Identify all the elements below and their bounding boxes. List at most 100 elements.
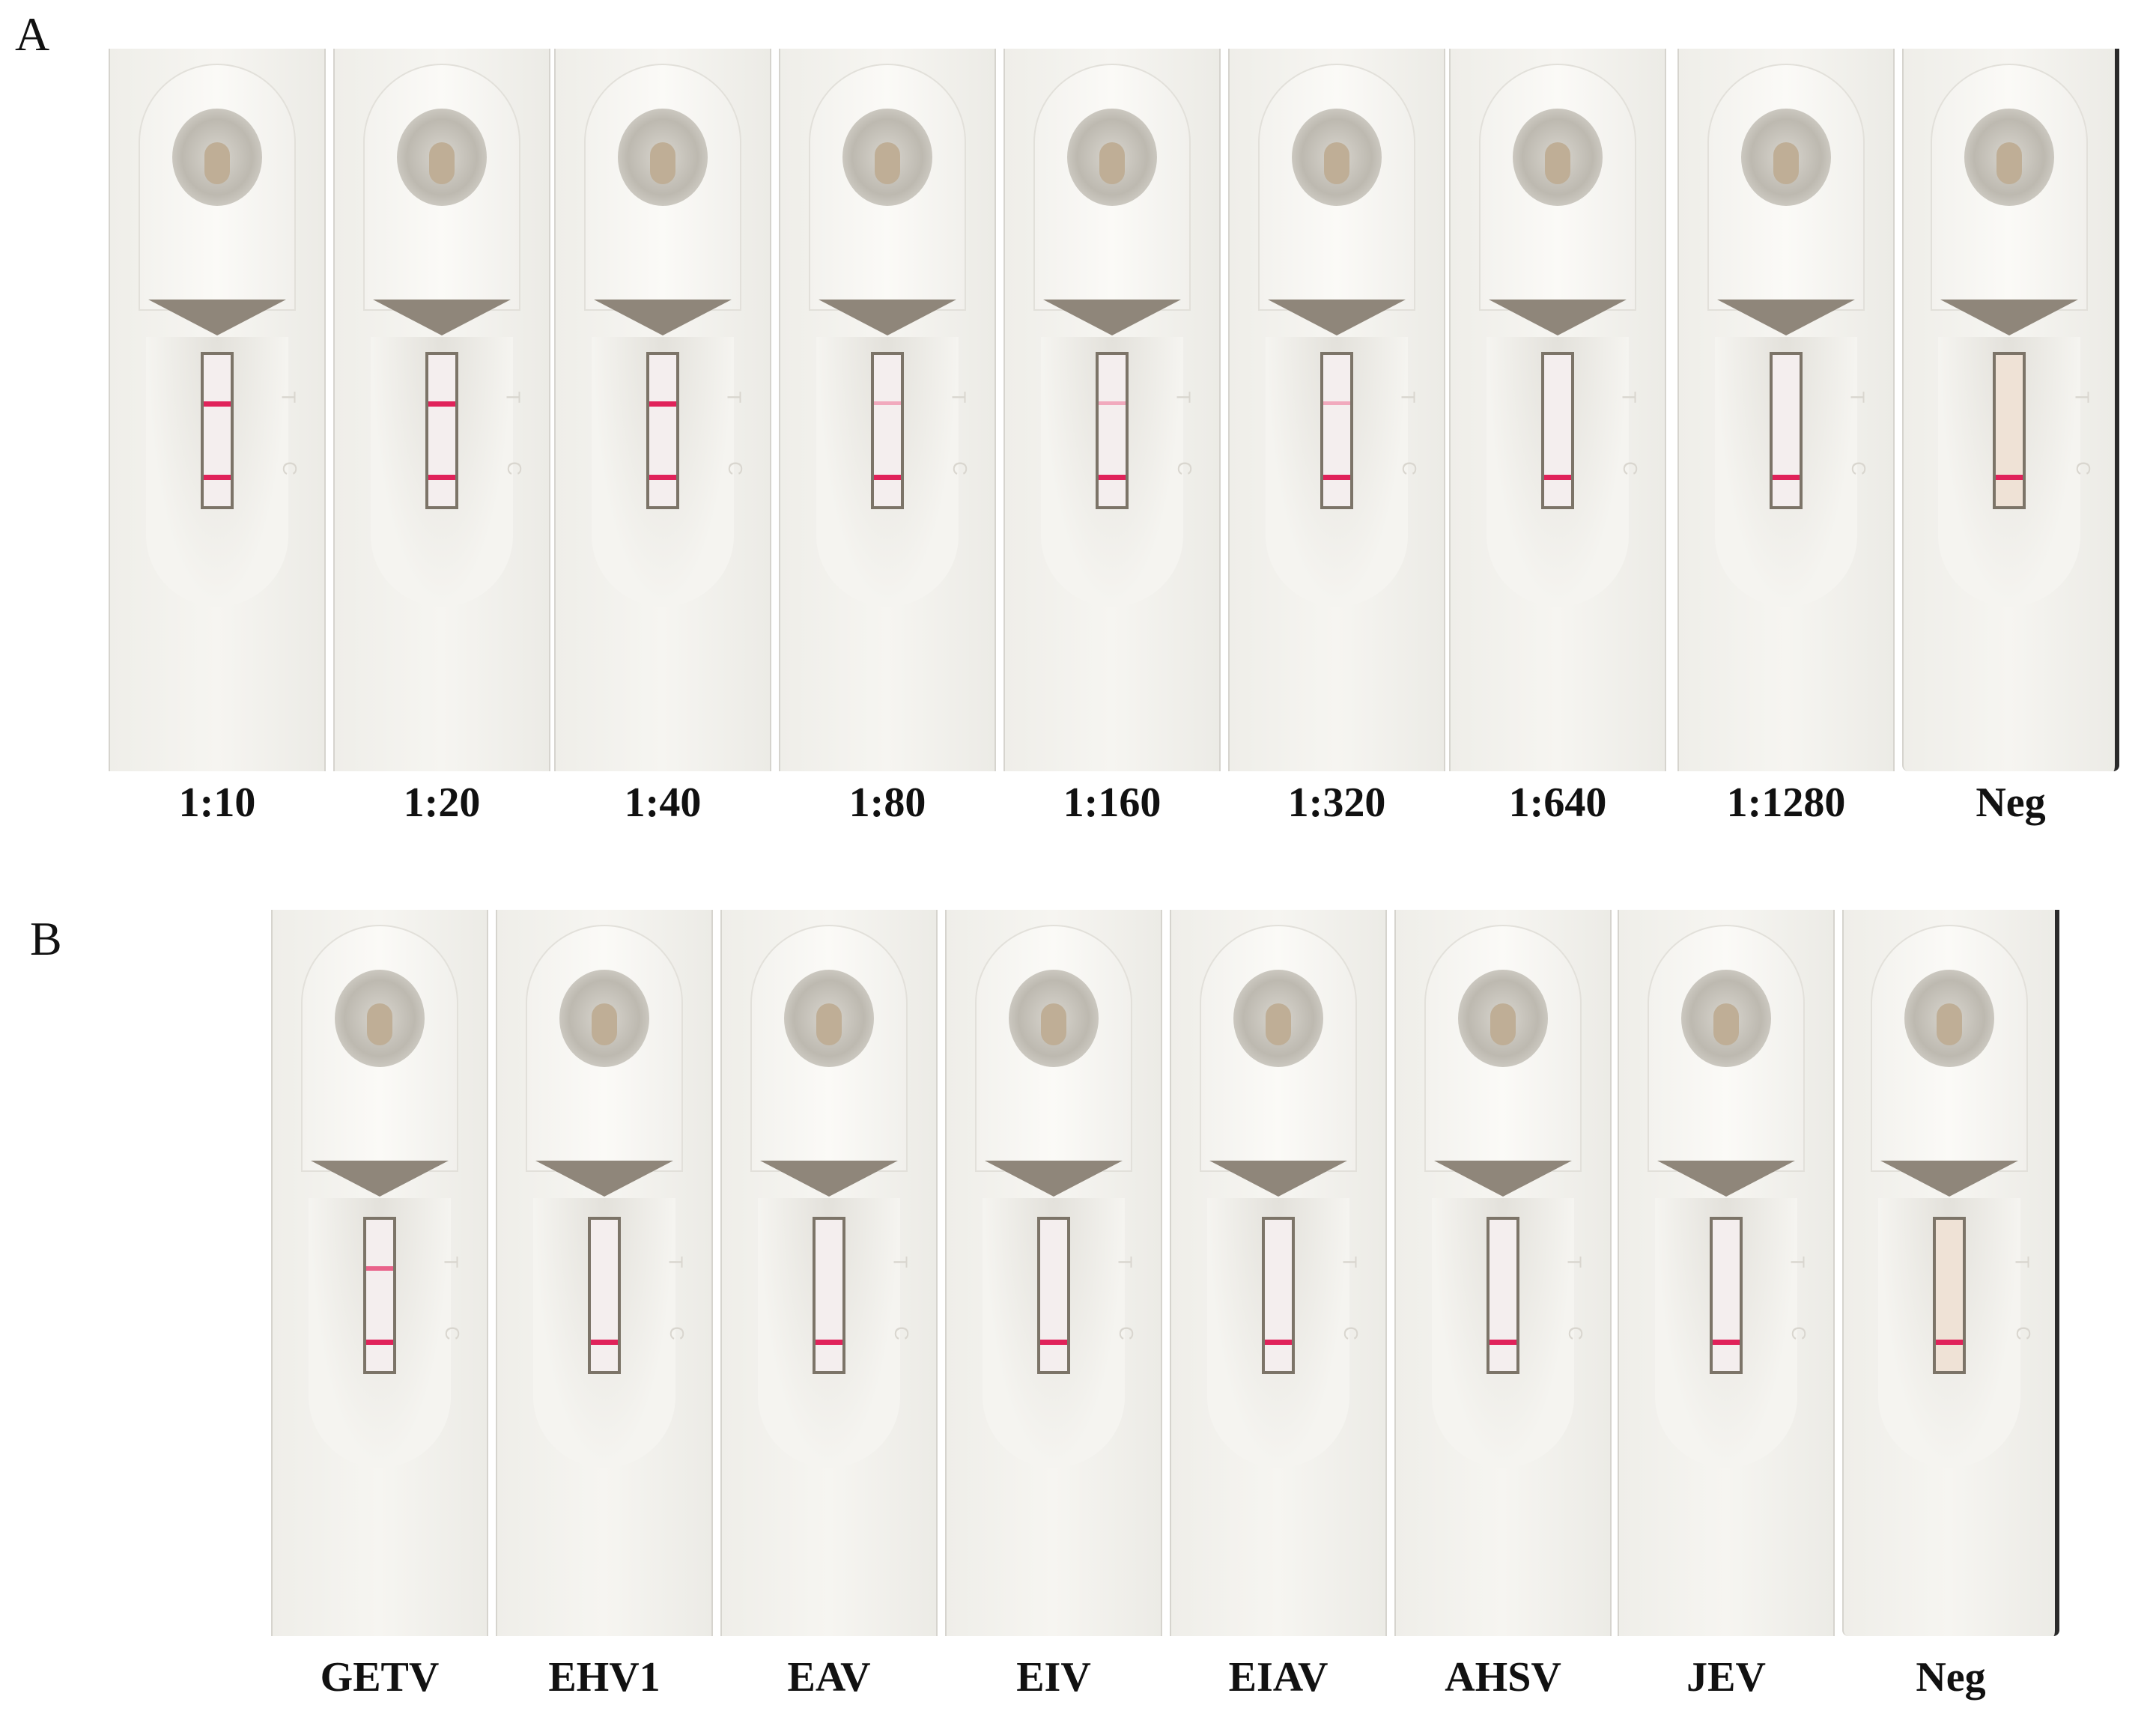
control-line	[1544, 475, 1571, 480]
funnel-shape	[985, 1161, 1123, 1197]
result-window	[1262, 1217, 1295, 1374]
sample-pad	[1490, 1003, 1516, 1045]
funnel-shape	[1268, 300, 1406, 335]
sample-pad	[1324, 142, 1349, 184]
funnel-shape	[373, 300, 511, 335]
test-line	[428, 401, 455, 407]
control-line	[816, 1340, 842, 1345]
funnel-shape	[1880, 1161, 2018, 1197]
control-line	[204, 475, 231, 480]
control-line	[649, 475, 676, 480]
panel-a-letter: A	[15, 7, 50, 61]
strip-label: EHV1	[548, 1654, 661, 1701]
sample-pad	[592, 1003, 617, 1045]
funnel-shape	[1657, 1161, 1795, 1197]
sample-pad	[429, 142, 455, 184]
c-mark: C	[2011, 1326, 2035, 1340]
control-line	[1490, 1340, 1516, 1345]
strip-label: AHSV	[1445, 1654, 1561, 1701]
t-mark: T	[2011, 1256, 2034, 1268]
funnel-shape	[148, 300, 286, 335]
control-line	[366, 1340, 393, 1345]
result-window	[871, 352, 904, 509]
strip-label: EIAV	[1228, 1654, 1328, 1701]
strip-label: Neg	[1916, 1654, 1986, 1701]
strip-label: Neg	[1976, 780, 2046, 826]
control-line	[1773, 475, 1800, 480]
result-window	[1770, 352, 1803, 509]
sample-pad	[1545, 142, 1570, 184]
control-line	[428, 475, 455, 480]
t-mark: T	[1563, 1256, 1586, 1268]
t-mark: T	[664, 1256, 687, 1268]
sample-pad	[204, 142, 230, 184]
sample-pad	[1996, 142, 2022, 184]
strip-label: 1:640	[1508, 780, 1607, 826]
funnel-shape	[1209, 1161, 1347, 1197]
strip-label: 1:80	[848, 780, 926, 826]
strip-label: GETV	[320, 1654, 440, 1701]
sample-pad	[1937, 1003, 1962, 1045]
sample-pad	[1099, 142, 1125, 184]
funnel-shape	[311, 1161, 449, 1197]
t-mark: T	[889, 1256, 912, 1268]
t-mark: T	[1338, 1256, 1361, 1268]
control-line	[1099, 475, 1126, 480]
c-mark: C	[440, 1326, 464, 1340]
control-line	[1323, 475, 1350, 480]
funnel-shape	[1434, 1161, 1572, 1197]
strip-label: 1:1280	[1726, 780, 1846, 826]
test-line	[366, 1266, 393, 1271]
sample-pad	[650, 142, 675, 184]
c-mark: C	[1339, 1326, 1362, 1340]
control-line	[1713, 1340, 1740, 1345]
result-window	[363, 1217, 396, 1374]
strip-label: JEV	[1686, 1654, 1766, 1701]
funnel-shape	[1717, 300, 1855, 335]
control-line	[1040, 1340, 1067, 1345]
funnel-shape	[760, 1161, 898, 1197]
funnel-shape	[1489, 300, 1627, 335]
strip-label: EIV	[1016, 1654, 1091, 1701]
control-line	[591, 1340, 618, 1345]
sample-pad	[1713, 1003, 1739, 1045]
strip-label: 1:320	[1287, 780, 1386, 826]
strip-label: EAV	[787, 1654, 871, 1701]
test-line	[1099, 401, 1126, 405]
control-line	[1265, 1340, 1292, 1345]
strip-label: 1:20	[403, 780, 481, 826]
sample-pad	[875, 142, 900, 184]
result-window	[1487, 1217, 1519, 1374]
result-window	[1037, 1217, 1070, 1374]
funnel-shape	[1043, 300, 1181, 335]
sample-pad	[1773, 142, 1799, 184]
control-line	[874, 475, 901, 480]
c-mark: C	[665, 1326, 688, 1340]
strip-label: 1:40	[624, 780, 702, 826]
result-window	[1710, 1217, 1743, 1374]
result-window	[1933, 1217, 1966, 1374]
result-window	[201, 352, 234, 509]
test-line	[649, 401, 676, 407]
result-window	[1541, 352, 1574, 509]
funnel-shape	[819, 300, 956, 335]
result-window	[1096, 352, 1129, 509]
c-mark: C	[1114, 1326, 1138, 1340]
